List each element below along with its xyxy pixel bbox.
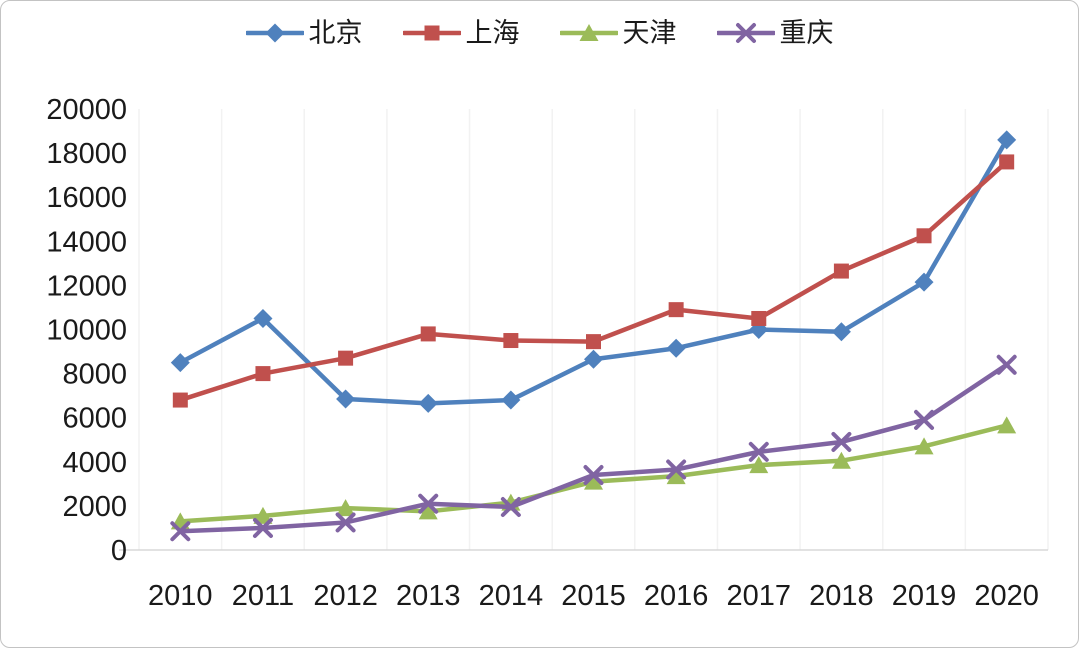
x-axis-tick-label: 2017 [727,580,792,612]
legend-triangle-marker-icon [559,24,618,41]
data-point-marker-重庆 [831,431,852,452]
data-point-marker-北京 [584,349,603,369]
series-重庆 [170,354,1017,542]
data-point-marker-天津 [253,506,273,524]
y-axis-tick-label: 0 [111,535,127,567]
data-point-marker-北京 [170,353,190,373]
y-axis-tick-label: 14000 [46,226,127,258]
data-point-marker-天津 [831,451,851,469]
data-point-marker-重庆 [335,512,356,533]
data-point-marker-上海 [751,310,767,326]
legend-item-北京: 北京 [245,17,363,49]
legend-x-marker-icon [716,23,775,43]
legend-marker-上海 [424,25,439,41]
data-point-marker-重庆 [170,521,191,542]
data-point-marker-上海 [172,392,188,408]
x-axis-tick-label: 2013 [396,580,461,612]
legend-label: 上海 [465,17,520,49]
y-axis-tick-label: 4000 [62,447,127,479]
legend-item-重庆: 重庆 [716,17,834,49]
data-point-marker-重庆 [252,517,273,538]
data-point-marker-天津 [336,499,356,517]
legend-label: 天津 [622,17,677,49]
legend-marker-重庆 [735,23,756,43]
legend-label: 北京 [308,17,363,49]
series-上海 [172,154,1015,408]
data-point-marker-重庆 [500,497,521,518]
legend-marker-北京 [265,23,284,43]
data-point-marker-北京 [914,272,934,292]
data-point-marker-北京 [831,322,851,342]
data-point-marker-上海 [668,302,684,318]
y-axis-tick-label: 10000 [46,315,127,347]
legend-item-天津: 天津 [559,17,677,49]
data-point-marker-重庆 [996,354,1017,375]
x-axis-tick-label: 2016 [644,580,709,612]
data-point-marker-上海 [503,333,519,349]
data-point-marker-北京 [501,390,521,410]
x-axis-tick-label: 2012 [313,580,378,612]
data-point-marker-重庆 [583,465,604,486]
y-axis-tick-label: 8000 [62,359,127,391]
data-point-marker-天津 [749,456,769,474]
data-point-marker-重庆 [914,409,935,430]
data-point-marker-天津 [418,502,438,520]
x-axis-tick-label: 2018 [809,580,874,612]
data-point-marker-北京 [336,389,356,409]
data-point-marker-重庆 [666,459,687,480]
data-point-marker-上海 [586,334,601,350]
y-axis-tick-label: 12000 [46,270,127,302]
data-point-marker-上海 [255,366,271,382]
data-point-marker-天津 [914,437,934,455]
data-point-marker-重庆 [418,493,439,514]
legend-diamond-marker-icon [245,23,304,43]
legend-square-marker-icon [402,25,461,41]
data-point-marker-天津 [584,472,603,490]
x-axis-tick-label: 2019 [892,580,957,612]
data-point-marker-天津 [666,467,686,485]
data-point-marker-北京 [253,308,273,328]
x-axis-tick-label: 2014 [479,580,544,612]
y-axis-tick-label: 2000 [62,491,127,523]
chart-legend: 北京 上海 天津 重庆 [1,19,1078,47]
y-axis-tick-label: 20000 [46,94,127,126]
data-point-marker-上海 [833,263,849,279]
data-point-marker-重庆 [748,441,769,462]
data-point-marker-天津 [997,416,1017,434]
data-point-marker-上海 [420,326,436,342]
data-point-marker-上海 [916,228,932,244]
x-axis-tick-label: 2011 [232,580,294,612]
y-axis-tick-label: 6000 [62,403,127,435]
y-axis-tick-label: 16000 [46,182,127,214]
legend-marker-天津 [579,24,598,41]
legend-label: 重庆 [779,17,834,49]
x-axis-tick-label: 2010 [148,580,213,612]
data-point-marker-上海 [999,154,1015,170]
data-point-marker-北京 [666,338,686,358]
data-point-marker-上海 [338,350,354,366]
legend-item-上海: 上海 [402,17,520,49]
data-point-marker-北京 [418,393,438,413]
data-point-marker-北京 [997,130,1017,150]
y-axis-tick-label: 18000 [46,138,127,170]
x-axis-tick-label: 2015 [561,580,626,612]
series-北京 [170,130,1017,413]
x-axis-tick-label: 2020 [974,580,1039,612]
